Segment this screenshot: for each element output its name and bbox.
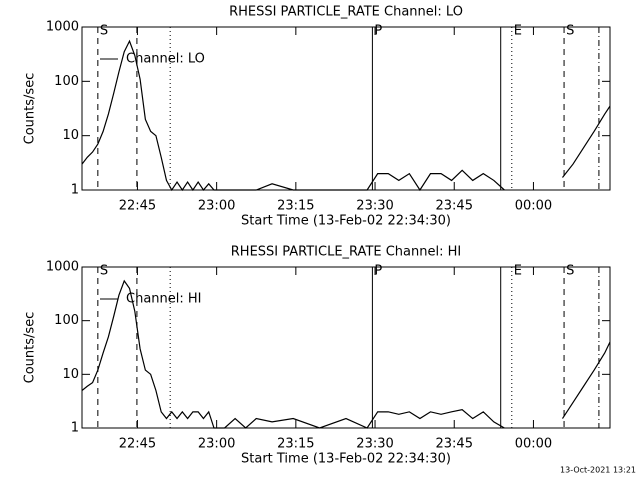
y-tick-label: 100 [54, 74, 79, 89]
event-label: S [100, 24, 108, 39]
x-tick-label: 22:45 [119, 199, 156, 214]
event-label: P [374, 24, 382, 39]
y-axis-label: Counts/sec [23, 312, 38, 384]
event-label: E [514, 264, 522, 279]
event-label: S [566, 264, 574, 279]
event-label: P [374, 264, 382, 279]
y-tick-label: 10 [62, 128, 79, 143]
event-label: S [566, 24, 574, 39]
y-tick-label: 1 [71, 421, 79, 436]
event-label: S [100, 264, 108, 279]
footer: 13-Oct-2021 13:21 [560, 466, 636, 475]
x-tick-label: 23:15 [277, 437, 314, 452]
x-tick-label: 23:45 [436, 199, 473, 214]
x-tick-label: 23:30 [356, 437, 393, 452]
x-tick-label: 23:30 [356, 199, 393, 214]
y-tick-label: 1 [71, 183, 79, 198]
series-line [81, 279, 611, 429]
x-tick-label: 00:00 [515, 199, 552, 214]
y-tick-label: 10 [62, 367, 79, 382]
chart-title: RHESSI PARTICLE_RATE Channel: LO [229, 5, 463, 20]
y-axis-label: Counts/sec [23, 73, 38, 145]
x-axis-label: Start Time (13-Feb-02 22:34:30) [241, 214, 451, 229]
event-label: E [514, 24, 522, 39]
x-tick-label: 00:00 [515, 437, 552, 452]
legend-label: Channel: LO [126, 52, 205, 67]
legend-label: Channel: HI [126, 292, 202, 307]
x-tick-label: 23:00 [198, 437, 235, 452]
x-tick-label: 22:45 [119, 437, 156, 452]
plot-frame [81, 266, 611, 429]
series-line [81, 39, 611, 192]
x-tick-label: 23:15 [277, 199, 314, 214]
chart-title: RHESSI PARTICLE_RATE Channel: HI [231, 245, 461, 260]
x-axis-label: Start Time (13-Feb-02 22:34:30) [241, 452, 451, 467]
y-tick-label: 1000 [46, 20, 79, 35]
x-tick-label: 23:45 [436, 437, 473, 452]
y-tick-label: 1000 [46, 260, 79, 275]
x-tick-label: 23:00 [198, 199, 235, 214]
y-tick-label: 100 [54, 313, 79, 328]
